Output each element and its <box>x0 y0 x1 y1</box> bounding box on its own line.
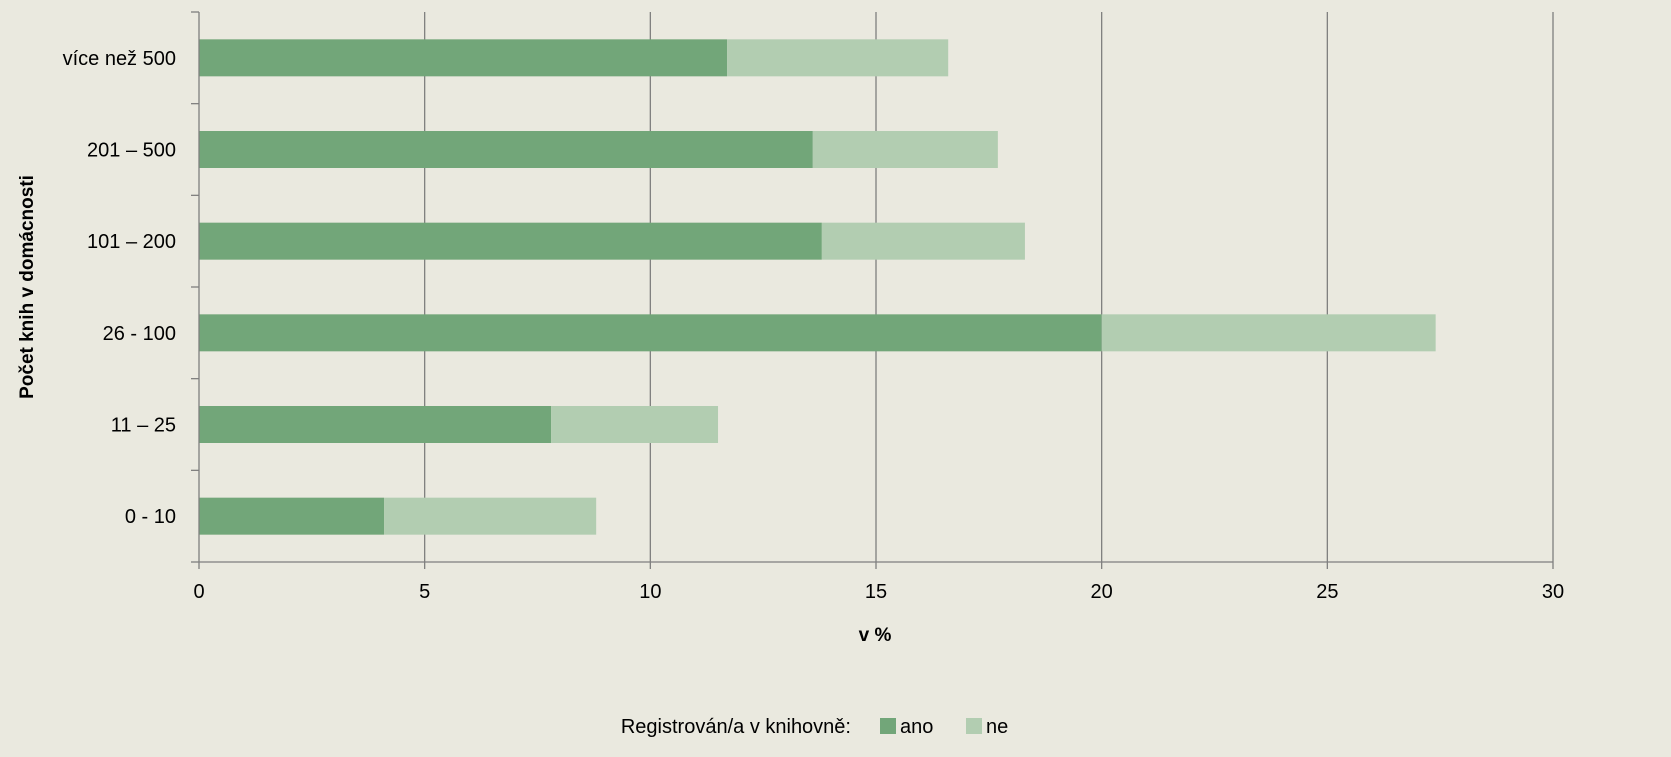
x-tick-labels: 0 5 10 15 20 25 30 <box>193 581 1564 603</box>
legend-swatch-ne <box>966 718 982 734</box>
bar-ne <box>821 222 1025 260</box>
bar-ano <box>199 497 385 535</box>
bar-ano <box>199 406 552 443</box>
bar-ne <box>727 39 949 77</box>
x-tick-label: 0 <box>193 581 204 603</box>
category-label: 201 – 500 <box>87 140 176 162</box>
bar-ano <box>199 39 728 77</box>
y-axis-title: Počet knih v domácnosti <box>17 175 38 399</box>
legend-swatch-ano <box>880 718 896 734</box>
bar-ano <box>199 314 1102 352</box>
x-tick-label: 25 <box>1316 581 1338 603</box>
legend-title: Registrován/a v knihovně: <box>621 716 851 738</box>
legend: Registrován/a v knihovně: ano ne <box>621 716 1008 738</box>
bar-ano <box>199 131 813 168</box>
bar-ne <box>1101 314 1436 352</box>
x-tick-label: 10 <box>639 581 661 603</box>
bar-ne <box>384 497 597 535</box>
bar-ne <box>812 131 998 168</box>
category-labels: 0 - 10 11 – 25 26 - 100 101 – 200 201 – 500 v… <box>63 48 176 528</box>
axes <box>191 11 1554 569</box>
x-tick-label: 30 <box>1542 581 1564 603</box>
category-label: 11 – 25 <box>111 415 176 437</box>
gridlines <box>424 12 1554 562</box>
x-axis-title: v % <box>859 625 892 646</box>
bars <box>199 39 1436 535</box>
legend-label-ano: ano <box>900 716 933 738</box>
bar-ne <box>551 406 719 443</box>
bar-ano <box>199 222 822 260</box>
category-label: více než 500 <box>63 48 176 70</box>
category-label: 0 - 10 <box>125 506 176 528</box>
x-tick-label: 15 <box>865 581 887 603</box>
category-label: 101 – 200 <box>87 231 176 253</box>
x-tick-label: 5 <box>419 581 430 603</box>
x-tick-label: 20 <box>1091 581 1113 603</box>
category-label: 26 - 100 <box>103 323 176 345</box>
legend-label-ne: ne <box>986 716 1008 738</box>
